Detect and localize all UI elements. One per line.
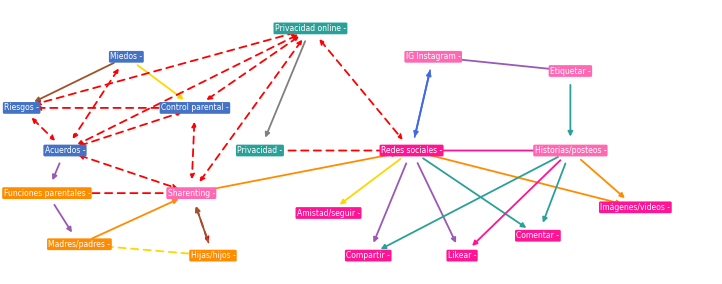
Text: Miedos -: Miedos - [110, 52, 142, 61]
Text: Sharenting -: Sharenting - [168, 189, 215, 198]
Text: Riesgos -: Riesgos - [4, 103, 39, 112]
FancyArrowPatch shape [201, 41, 301, 180]
FancyArrowPatch shape [80, 155, 176, 189]
FancyArrowPatch shape [36, 63, 114, 101]
FancyArrowPatch shape [33, 119, 53, 139]
FancyArrowPatch shape [383, 157, 558, 248]
FancyArrowPatch shape [423, 158, 525, 227]
Text: Compartir -: Compartir - [347, 251, 390, 260]
Text: Etiquetar -: Etiquetar - [550, 66, 591, 76]
FancyArrowPatch shape [54, 205, 71, 231]
Text: IG Instagram -: IG Instagram - [406, 52, 461, 61]
FancyArrowPatch shape [53, 163, 59, 178]
FancyArrowPatch shape [38, 106, 179, 110]
FancyArrowPatch shape [190, 124, 196, 177]
FancyArrowPatch shape [37, 32, 295, 105]
FancyArrowPatch shape [92, 200, 177, 239]
FancyArrowPatch shape [474, 160, 560, 245]
FancyArrowPatch shape [63, 191, 175, 195]
FancyArrowPatch shape [427, 149, 557, 153]
FancyArrowPatch shape [543, 164, 565, 221]
FancyArrowPatch shape [342, 159, 401, 203]
Text: Hijas/hijos -: Hijas/hijos - [191, 251, 235, 260]
Text: Historias/posteos -: Historias/posteos - [534, 146, 606, 155]
FancyArrowPatch shape [580, 160, 623, 197]
FancyArrowPatch shape [196, 208, 209, 241]
FancyArrowPatch shape [74, 70, 118, 137]
FancyArrowPatch shape [374, 163, 406, 241]
FancyArrowPatch shape [137, 65, 182, 99]
FancyArrowPatch shape [93, 245, 197, 256]
Text: Redes sociales -: Redes sociales - [381, 146, 442, 155]
FancyArrowPatch shape [208, 37, 297, 99]
FancyArrowPatch shape [568, 85, 573, 135]
FancyArrowPatch shape [414, 70, 430, 135]
Text: Privacidad online -: Privacidad online - [275, 24, 346, 33]
Text: Imágenes/videos -: Imágenes/videos - [601, 203, 670, 212]
Text: Madres/padres -: Madres/padres - [48, 240, 110, 249]
FancyArrowPatch shape [414, 72, 430, 137]
Text: Privacidad -: Privacidad - [238, 146, 282, 155]
Text: Likear -: Likear - [448, 251, 477, 260]
FancyArrowPatch shape [266, 41, 305, 136]
FancyArrowPatch shape [196, 208, 209, 243]
Text: Comentar -: Comentar - [516, 231, 560, 240]
Text: Control parental -: Control parental - [161, 103, 229, 112]
FancyArrowPatch shape [79, 36, 296, 143]
FancyArrowPatch shape [425, 154, 620, 204]
FancyArrowPatch shape [80, 112, 180, 146]
Text: Amistad/seguir -: Amistad/seguir - [297, 208, 360, 218]
FancyArrowPatch shape [417, 163, 456, 241]
FancyArrowPatch shape [321, 41, 401, 138]
Text: Funciones parentales -: Funciones parentales - [4, 189, 90, 198]
FancyArrowPatch shape [205, 153, 396, 191]
FancyArrowPatch shape [447, 58, 554, 71]
FancyArrowPatch shape [276, 149, 396, 153]
Text: Acuerdos -: Acuerdos - [45, 146, 85, 155]
